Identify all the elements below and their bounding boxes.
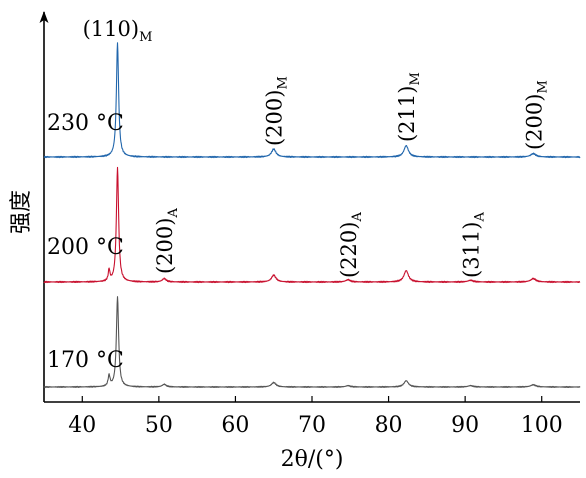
x-tick-label: 90 (451, 413, 479, 438)
peak-label: (200)M (263, 76, 291, 146)
series-label: 200 °C (47, 235, 124, 260)
peak-label-text: (220) (337, 222, 361, 278)
peak-label-subscript: M (408, 72, 423, 85)
series-line (43, 42, 581, 159)
peak-label-subscript: M (139, 30, 152, 45)
series-label: 230 °C (47, 111, 124, 136)
peak-label-text: (110) (83, 17, 139, 41)
peak-label-text: (211) (395, 86, 419, 142)
x-axis-label: 2θ/(°) (281, 447, 344, 472)
peak-label-text: (200) (153, 218, 177, 274)
peak-label-subscript: M (276, 76, 291, 89)
peak-label: (200)M (522, 80, 550, 150)
x-tick-label: 80 (375, 413, 403, 438)
series-line (43, 296, 581, 389)
x-tick-label: 60 (221, 413, 249, 438)
peak-label-subscript: A (166, 208, 181, 219)
series-label: 170 °C (47, 348, 124, 373)
peak-label-text: (200) (263, 90, 287, 146)
peak-label-subscript: A (473, 212, 488, 223)
peak-label: (311)A (460, 212, 488, 278)
peak-label-subscript: A (350, 212, 365, 223)
peak-label: (200)A (153, 208, 181, 274)
peak-label-subscript: M (535, 80, 550, 93)
x-tick-label: 50 (145, 413, 173, 438)
y-axis-label: 强度 (9, 190, 34, 234)
peak-label: (110)M (83, 17, 153, 45)
x-tick-label: 40 (68, 413, 96, 438)
x-ticks: 40 50 60 70 80 90 100 (68, 396, 563, 438)
peak-label: (211)M (395, 72, 423, 142)
peak-label-text: (311) (460, 222, 484, 278)
peak-label: (220)A (337, 212, 365, 278)
peak-label-text: (200) (522, 94, 546, 150)
x-tick-label: 70 (298, 413, 326, 438)
series-line (43, 166, 581, 284)
axes (39, 11, 580, 403)
series-group (43, 42, 581, 389)
x-tick-label: 100 (521, 413, 563, 438)
